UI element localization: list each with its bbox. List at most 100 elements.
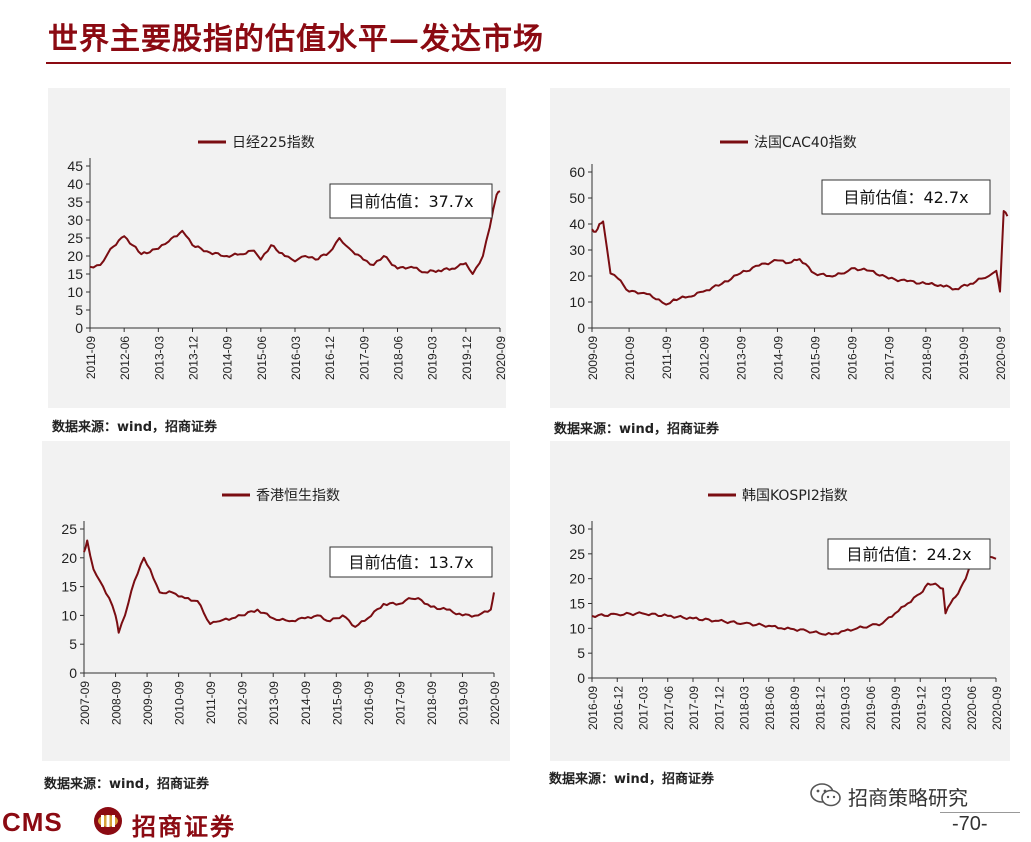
x-tick-label: 2010-09 — [173, 681, 187, 725]
series-line — [83, 539, 495, 634]
legend-label: 韩国KOSPI2指数 — [742, 488, 848, 504]
y-tick-label: 15 — [61, 579, 77, 595]
y-tick-label: 0 — [75, 320, 83, 336]
y-tick-label: 10 — [569, 294, 585, 310]
chart-panel-nikkei: 日经225指数 0 5 10 15 20 25 30 35 40 45 2011-09 2012-06 2… — [48, 88, 506, 408]
x-tick-label: 2018-06 — [392, 336, 406, 380]
y-tick-label: 40 — [67, 176, 83, 192]
x-tick-label: 2017-12 — [712, 686, 726, 730]
x-tick-label: 2012-09 — [697, 336, 711, 380]
annotation-label: 目前估值：13.7x — [348, 553, 473, 572]
page-number-rule — [940, 812, 1020, 813]
title-rule — [46, 62, 1011, 64]
y-tick-label: 15 — [67, 266, 83, 282]
wechat-icon — [810, 783, 841, 807]
annotation-label: 目前估值：37.7x — [348, 192, 473, 211]
x-tick-label: 2013-09 — [267, 681, 281, 725]
x-tick-label: 2019-09 — [957, 336, 971, 380]
annotation-box — [329, 546, 493, 578]
x-tick-label: 2018-09 — [920, 336, 934, 380]
x-tick-label: 2015-06 — [255, 336, 269, 380]
wechat-label: 招商策略研究 — [848, 786, 968, 810]
x-tick-label: 2016-09 — [846, 336, 860, 380]
x-tick-label: 2020-03 — [940, 686, 954, 730]
y-tick-label: 20 — [61, 550, 77, 566]
brand-emblem-icon — [94, 807, 122, 835]
y-tick-label: 5 — [69, 636, 77, 652]
x-tick-label: 2013-09 — [734, 336, 748, 380]
x-tick-label: 2014-09 — [299, 681, 313, 725]
y-tick-label: 20 — [569, 268, 585, 284]
series-line — [591, 210, 1009, 306]
x-tick-label: 2020-09 — [488, 681, 502, 725]
x-tick-label: 2019-12 — [914, 686, 928, 730]
y-tick-label: 25 — [67, 230, 83, 246]
x-tick-label: 2012-06 — [118, 336, 132, 380]
x-tick-label: 2020-09 — [494, 336, 506, 380]
series-line — [591, 552, 997, 636]
x-tick-label: 2014-09 — [771, 336, 785, 380]
y-tick-label: 45 — [67, 158, 83, 174]
legend-label: 香港恒生指数 — [256, 488, 340, 504]
x-tick-label: 2016-09 — [586, 686, 600, 730]
x-tick-label: 2011-09 — [204, 681, 218, 724]
y-tick-label: 20 — [67, 248, 83, 264]
x-tick-label: 2018-12 — [813, 686, 827, 730]
annotation-box — [827, 538, 991, 570]
x-tick-label: 2017-03 — [637, 686, 651, 730]
x-tick-label: 2019-09 — [456, 681, 470, 725]
y-tick-label: 20 — [569, 571, 585, 587]
x-tick-label: 2018-09 — [425, 681, 439, 725]
y-tick-label: 10 — [61, 607, 77, 623]
y-tick-label: 25 — [61, 521, 77, 537]
brand-en: CMS — [2, 807, 63, 837]
chart-source-kospi2: 数据来源：wind，招商证券 — [549, 772, 715, 787]
y-tick-label: 10 — [569, 620, 585, 636]
chart-source-nikkei: 数据来源：wind，招商证券 — [52, 420, 218, 435]
y-tick-label: 5 — [75, 302, 83, 318]
x-tick-label: 2010-09 — [623, 336, 637, 380]
y-tick-label: 10 — [67, 284, 83, 300]
series-line — [89, 190, 501, 275]
annotation-label: 目前估值：42.7x — [843, 188, 968, 207]
legend-label: 法国CAC40指数 — [754, 135, 857, 151]
x-tick-label: 2013-12 — [187, 336, 201, 380]
y-tick-label: 0 — [577, 320, 585, 336]
y-tick-label: 30 — [67, 212, 83, 228]
chart-svg: 韩国KOSPI2指数 0 5 10 15 20 25 30 2016-09 2016-12 2017… — [569, 488, 1004, 730]
brand-cn: 招商证券 — [132, 812, 236, 841]
x-tick-label: 2011-09 — [84, 336, 98, 379]
legend-label: 日经225指数 — [232, 135, 315, 151]
y-tick-label: 0 — [69, 665, 77, 681]
chart-panel-cac40: 法国CAC40指数 0 10 20 30 40 50 60 2009-09 2010-09 2011… — [550, 88, 1010, 408]
x-tick-label: 2020-06 — [965, 686, 979, 730]
x-tick-label: 2018-06 — [763, 686, 777, 730]
x-tick-label: 2011-09 — [660, 336, 674, 379]
chart-svg: 香港恒生指数 0 5 10 15 20 25 2007-09 2008-09 2009-09 201… — [61, 488, 502, 725]
y-tick-label: 35 — [67, 194, 83, 210]
x-tick-label: 2019-03 — [426, 336, 440, 380]
page-title: 世界主要股指的估值水平—发达市场 — [48, 22, 544, 57]
x-tick-label: 2018-03 — [738, 686, 752, 730]
x-tick-label: 2012-09 — [236, 681, 250, 725]
x-tick-label: 2019-06 — [864, 686, 878, 730]
annotation-label: 目前估值：24.2x — [846, 545, 971, 564]
annotation-box — [821, 179, 991, 215]
y-tick-label: 60 — [569, 164, 585, 180]
x-tick-label: 2016-03 — [289, 336, 303, 380]
y-tick-label: 5 — [577, 645, 585, 661]
x-tick-label: 2019-09 — [889, 686, 903, 730]
x-tick-label: 2018-09 — [788, 686, 802, 730]
x-tick-label: 2017-09 — [883, 336, 897, 380]
page-number: -70- — [952, 813, 988, 835]
x-tick-label: 2019-12 — [460, 336, 474, 380]
x-tick-label: 2019-03 — [839, 686, 853, 730]
x-tick-label: 2015-09 — [330, 681, 344, 725]
chart-source-hangseng: 数据来源：wind，招商证券 — [44, 777, 210, 792]
x-tick-label: 2016-12 — [323, 336, 337, 380]
x-tick-label: 2009-09 — [141, 681, 155, 725]
x-tick-label: 2014-09 — [221, 336, 235, 380]
x-tick-label: 2017-06 — [662, 686, 676, 730]
chart-svg: 法国CAC40指数 0 10 20 30 40 50 60 2009-09 2010-09 2011… — [569, 135, 1009, 380]
chart-svg: 日经225指数 0 5 10 15 20 25 30 35 40 45 2011-09 2012-06 2… — [67, 135, 506, 380]
